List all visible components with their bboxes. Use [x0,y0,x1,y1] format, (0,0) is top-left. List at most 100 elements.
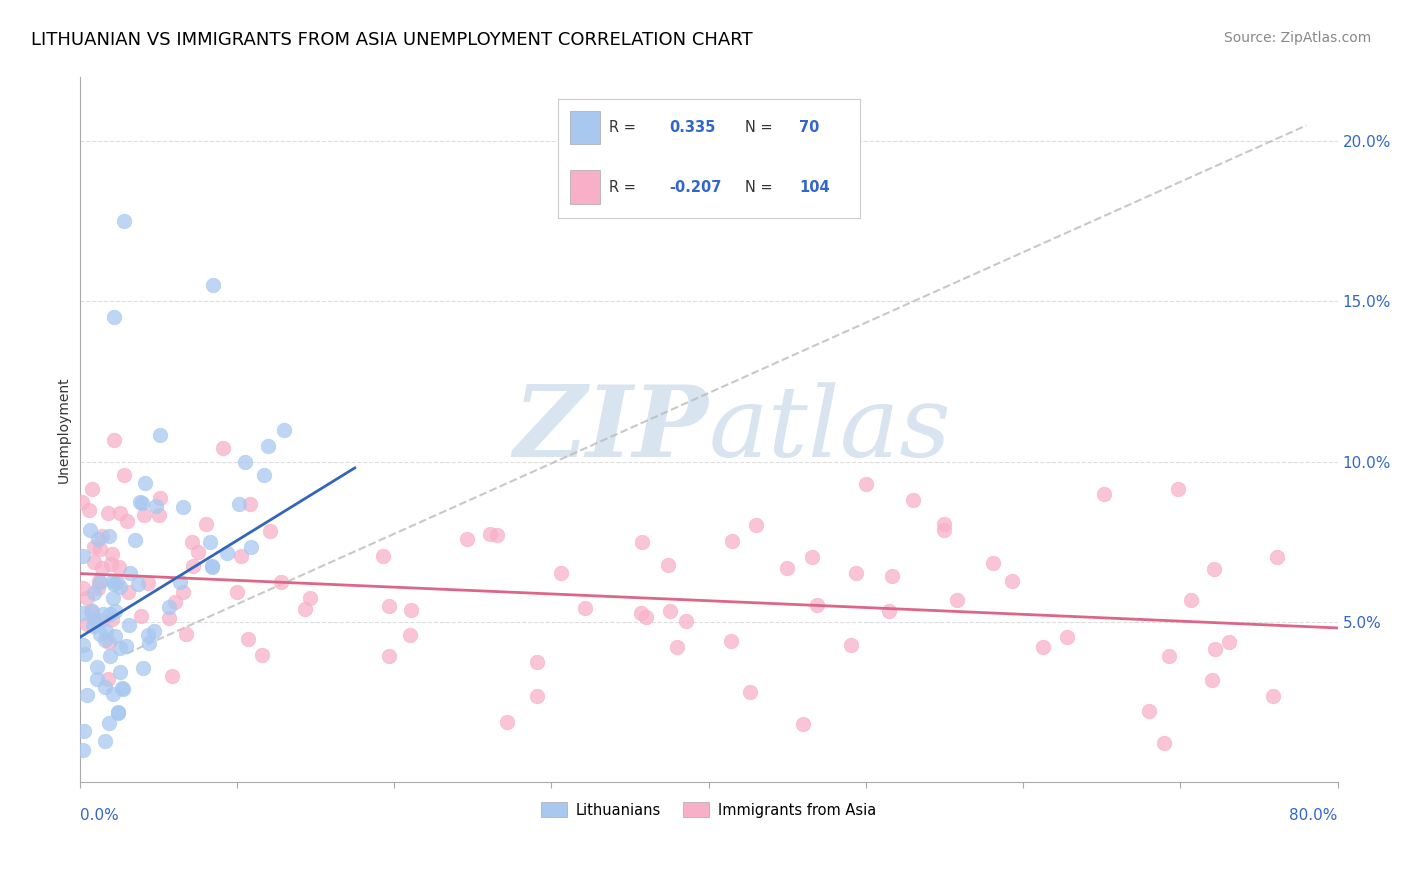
Point [1204,562,1226,576]
Point [117,585,139,599]
Point [110,640,132,655]
Text: 0.0%: 0.0% [80,808,118,823]
Point [101,687,124,701]
Point [855,477,877,491]
Point [901,492,924,507]
Point [76,617,98,632]
Point [93,607,115,621]
Point [157,599,180,614]
Point [94,733,117,747]
Point [110,580,132,594]
Point [932,523,955,537]
Point [806,598,828,612]
Point [83,555,105,569]
Point [148,508,170,522]
Point [89,627,111,641]
Point [946,592,969,607]
Point [479,526,502,541]
Point [104,604,127,618]
Point [659,604,682,618]
Point [200,558,222,573]
Legend: Lithuanians, Immigrants from Asia: Lithuanians, Immigrants from Asia [536,797,882,823]
Point [1153,736,1175,750]
Point [105,574,128,589]
Point [236,632,259,646]
Point [172,584,194,599]
Text: ZIP: ZIP [513,381,709,478]
Point [882,568,904,582]
Point [194,517,217,532]
Point [112,214,135,228]
Point [233,455,256,469]
Point [720,534,742,549]
Point [108,560,131,574]
Point [149,491,172,505]
Point [101,612,124,626]
Point [80,604,103,618]
Point [82,619,104,633]
Point [1092,487,1115,501]
Point [839,638,862,652]
Point [1265,549,1288,564]
Point [456,533,478,547]
Point [657,558,679,573]
Point [253,467,276,482]
Point [165,594,187,608]
Point [83,586,105,600]
Point [845,566,868,580]
Point [630,534,652,549]
Point [239,498,262,512]
Point [1157,649,1180,664]
Point [270,575,292,590]
Point [124,533,146,548]
Point [934,517,956,532]
Point [877,603,900,617]
Point [720,634,742,648]
Point [100,557,122,571]
Point [72,723,94,738]
Point [97,506,120,520]
Point [239,541,262,555]
Point [94,624,117,638]
Point [108,506,131,520]
Point [1137,704,1160,718]
Point [86,582,108,596]
Point [90,560,112,574]
Point [257,438,280,452]
Point [103,577,125,591]
Point [169,574,191,589]
Point [399,628,422,642]
Point [159,611,181,625]
Point [1056,630,1078,644]
Point [104,629,127,643]
Point [77,503,100,517]
Point [83,541,105,555]
Point [378,599,401,613]
Point [486,528,509,542]
Point [377,649,399,664]
Point [250,648,273,662]
Point [112,682,135,697]
Point [79,523,101,537]
Point [550,566,572,580]
Point [776,560,799,574]
Point [103,433,125,447]
Point [87,574,110,588]
Point [111,681,134,695]
Point [1167,482,1189,496]
Point [131,496,153,510]
Point [97,635,120,649]
Point [1204,641,1226,656]
Point [93,680,115,694]
Point [98,607,121,621]
Point [1001,574,1024,588]
Point [86,672,108,686]
Point [112,467,135,482]
Point [87,532,110,546]
Point [76,688,98,702]
Point [183,559,205,574]
Point [371,549,394,564]
Point [91,613,114,627]
Point [1032,640,1054,654]
Point [675,614,697,628]
